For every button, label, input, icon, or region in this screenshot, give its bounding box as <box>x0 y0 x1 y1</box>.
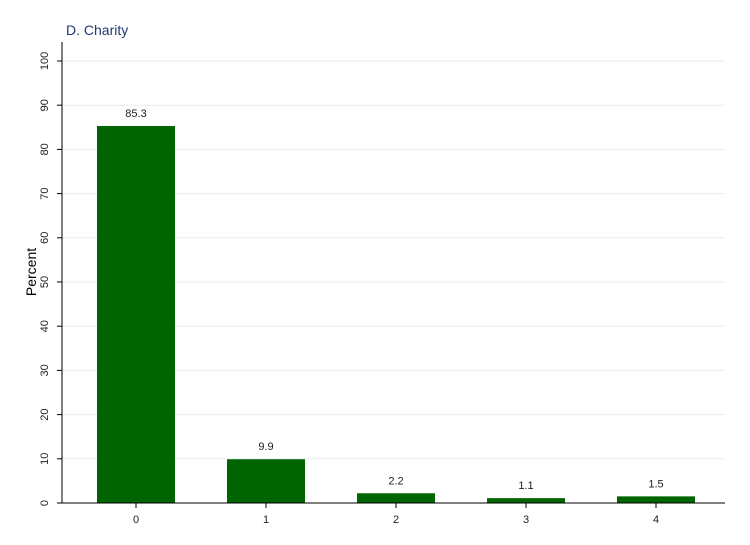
x-tick-label: 3 <box>523 514 529 526</box>
x-tick-label: 0 <box>133 514 139 526</box>
data-label: 9.9 <box>258 441 273 453</box>
y-tick-label: 0 <box>39 500 51 506</box>
y-tick-label: 30 <box>39 364 51 376</box>
y-tick-label: 10 <box>39 453 51 465</box>
y-tick-label: 70 <box>39 187 51 199</box>
y-tick-label: 20 <box>39 408 51 420</box>
y-tick-label: 100 <box>39 52 51 70</box>
bar-3 <box>487 498 565 503</box>
x-tick-label: 1 <box>263 514 269 526</box>
bar-1 <box>227 459 305 503</box>
bar-4 <box>617 496 695 503</box>
bar-2 <box>357 493 435 503</box>
data-label: 2.2 <box>388 475 403 487</box>
x-axis-ticks: 0 1 2 3 4 <box>133 503 659 526</box>
y-axis-ticks: 0 10 20 30 40 50 60 70 80 90 100 <box>39 52 62 506</box>
bar-0 <box>97 125 175 503</box>
y-tick-label: 40 <box>39 320 51 332</box>
y-tick-label: 80 <box>39 143 51 155</box>
y-axis-label: Percent <box>23 248 39 296</box>
data-labels: 85.3 9.9 2.2 1.1 1.5 <box>125 108 663 492</box>
data-label: 1.5 <box>648 478 663 490</box>
chart-title: D. Charity <box>66 22 128 38</box>
bars <box>97 125 695 503</box>
data-label: 85.3 <box>125 108 146 120</box>
y-tick-label: 50 <box>39 276 51 288</box>
data-label: 1.1 <box>518 480 533 492</box>
x-tick-label: 4 <box>653 514 659 526</box>
y-tick-label: 90 <box>39 99 51 111</box>
y-tick-label: 60 <box>39 232 51 244</box>
x-tick-label: 2 <box>393 514 399 526</box>
